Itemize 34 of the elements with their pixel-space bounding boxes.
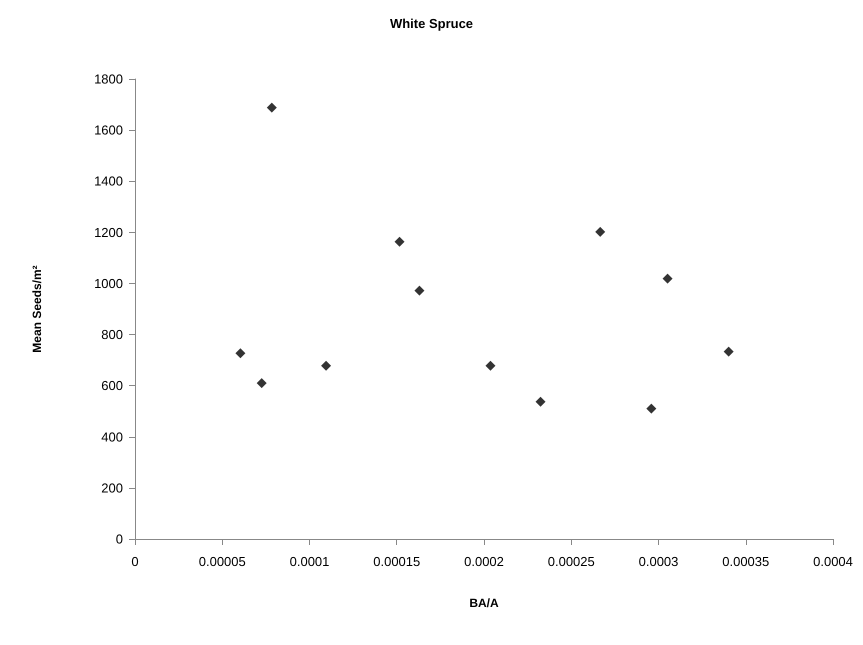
point <box>595 226 606 237</box>
x-axis-title: BA/A <box>469 596 499 610</box>
y-axis-title: Mean Seeds/m² <box>30 265 44 353</box>
y-tick-label: 200 <box>101 480 123 496</box>
y-tick-label: 600 <box>101 378 123 394</box>
point <box>321 360 332 371</box>
y-tick-label: 800 <box>101 327 123 342</box>
x-tick-label: 0.00005 <box>198 554 246 569</box>
point <box>414 286 424 296</box>
point <box>536 396 546 407</box>
y-tick-label: 1800 <box>94 72 123 86</box>
chart-title: White Spruce <box>390 16 474 31</box>
x-tick-label: 0.00015 <box>373 554 420 569</box>
point <box>662 274 673 284</box>
y-tick-label: 1200 <box>94 224 123 240</box>
y-tick-label: 1400 <box>94 174 123 189</box>
point <box>485 360 496 371</box>
point <box>394 236 405 247</box>
x-tick-label: 0.0003 <box>638 554 678 569</box>
x-tick-label: 0.00035 <box>722 554 770 569</box>
x-tick-label: 0.00025 <box>548 554 595 569</box>
point <box>646 404 656 414</box>
point <box>724 346 734 357</box>
y-tick-label: 1600 <box>94 122 123 138</box>
x-tick-label: 0.0002 <box>464 554 504 569</box>
x-tick-label: 0.0001 <box>290 554 330 569</box>
x-tick-label: 0.0004 <box>813 554 853 569</box>
point <box>266 102 277 113</box>
x-tick-label: 0 <box>131 554 139 569</box>
y-tick-label: 1000 <box>94 276 123 291</box>
y-tick-label: 0 <box>116 532 123 546</box>
point <box>235 348 246 358</box>
point <box>256 378 267 388</box>
y-tick-label: 400 <box>101 429 123 444</box>
